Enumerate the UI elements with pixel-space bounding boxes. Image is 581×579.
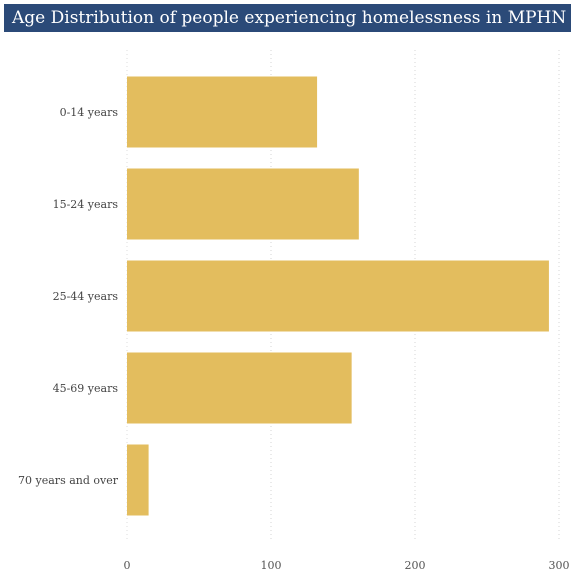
bar[interactable] — [127, 168, 359, 240]
category-label: 45-69 years — [53, 382, 119, 395]
x-tick-label: 0 — [124, 559, 131, 572]
x-tick-label: 100 — [261, 559, 282, 572]
x-tick-label: 300 — [549, 559, 570, 572]
bar[interactable] — [127, 260, 549, 332]
x-axis-tick-labels: 0 100 200 300 — [124, 559, 570, 572]
x-tick-label: 200 — [405, 559, 426, 572]
bar[interactable] — [127, 76, 318, 148]
bar[interactable] — [127, 352, 352, 424]
category-label: 70 years and over — [18, 474, 119, 487]
category-labels: 0-14 years 15-24 years 25-44 years 45-69 ye… — [18, 106, 119, 487]
category-label: 0-14 years — [60, 106, 119, 119]
category-label: 15-24 years — [53, 198, 119, 211]
category-label: 25-44 years — [53, 290, 119, 303]
bar[interactable] — [127, 444, 149, 516]
chart-title: Age Distribution of people experiencing … — [12, 8, 567, 28]
chart-title-bar: Age Distribution of people experiencing … — [4, 4, 571, 32]
bars — [127, 76, 549, 516]
